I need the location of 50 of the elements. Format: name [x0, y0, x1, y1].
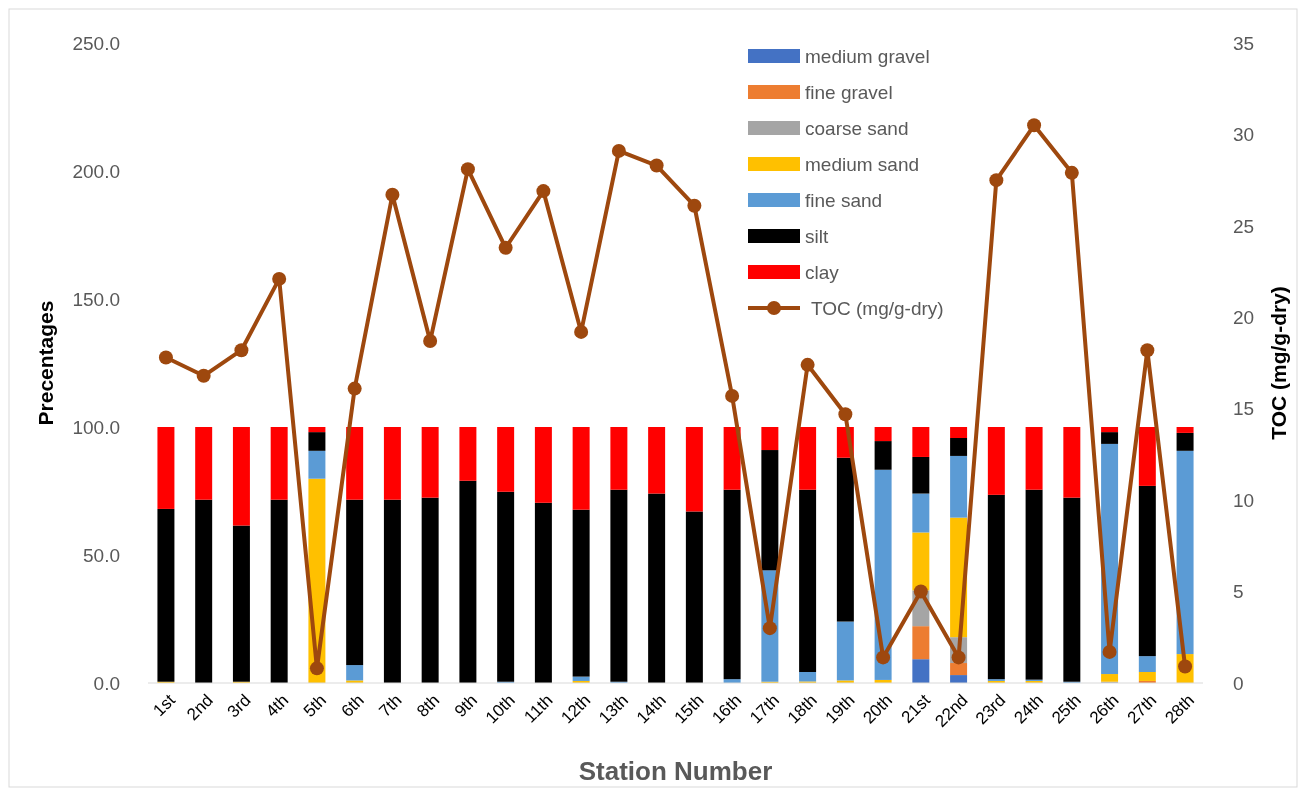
- x-tick-label: 25th: [1048, 690, 1085, 728]
- y2-tick-label: 30: [1233, 124, 1255, 146]
- x-tick-label: 10th: [481, 690, 519, 728]
- y2-tick-label: 15: [1233, 398, 1255, 420]
- legend-label: clay: [805, 261, 840, 283]
- legend-label: silt: [805, 225, 829, 247]
- y-tick-label: 50.0: [83, 544, 120, 566]
- x-tick-label: 13th: [595, 690, 632, 728]
- legend-label: coarse sand: [805, 117, 909, 139]
- y2-tick-label: 25: [1233, 215, 1255, 237]
- legend-label: medium gravel: [805, 45, 930, 67]
- x-tick-label: 14th: [632, 690, 670, 728]
- y-tick-label: 100.0: [72, 416, 120, 438]
- legend-label: fine gravel: [805, 81, 893, 103]
- y-tick-label: 200.0: [72, 160, 120, 182]
- y2-tick-label: 10: [1233, 489, 1255, 511]
- y2-tick-label: 0: [1233, 672, 1244, 694]
- x-tick-label: 28th: [1161, 690, 1199, 728]
- x-tick-label: 18th: [783, 690, 821, 728]
- x-tick-label: 5th: [299, 690, 330, 721]
- legend-label: medium sand: [805, 153, 920, 175]
- legend-label: TOC (mg/g-dry): [811, 297, 944, 319]
- y2-tick-label: 35: [1233, 32, 1255, 54]
- y2-tick-label: 5: [1233, 581, 1244, 603]
- x-tick-label: 9th: [450, 690, 481, 721]
- x-tick-label: 17th: [746, 690, 783, 728]
- x-tick-label: 2nd: [183, 690, 217, 725]
- x-tick-label: 11th: [520, 690, 557, 727]
- x-tick-label: 7th: [375, 690, 406, 721]
- x-tick-label: 3rd: [223, 690, 255, 722]
- y-axis-title: Precentages: [34, 300, 57, 426]
- x-tick-label: 1st: [149, 690, 180, 721]
- x-tick-label: 12th: [557, 690, 595, 728]
- x-tick-label: 16th: [708, 690, 746, 728]
- x-tick-label: 4th: [262, 690, 293, 721]
- x-axis-title: Station Number: [578, 756, 773, 786]
- y2-tick-label: 20: [1233, 306, 1255, 328]
- y-tick-label: 150.0: [72, 288, 120, 310]
- y2-axis-title: TOC (mg/g-dry): [1267, 286, 1290, 440]
- x-tick-label: 26th: [1085, 690, 1123, 728]
- x-tick-label: 19th: [821, 690, 859, 728]
- x-tick-label: 6th: [337, 690, 368, 721]
- x-tick-label: 15th: [670, 690, 708, 728]
- x-tick-label: 20th: [859, 690, 897, 728]
- legend-label: fine sand: [805, 189, 883, 211]
- x-tick-label: 24th: [1010, 690, 1048, 728]
- y-tick-label: 0.0: [93, 672, 120, 694]
- x-tick-label: 27th: [1123, 690, 1161, 728]
- x-tick-label: 8th: [413, 690, 444, 721]
- y-tick-label: 250.0: [72, 32, 120, 54]
